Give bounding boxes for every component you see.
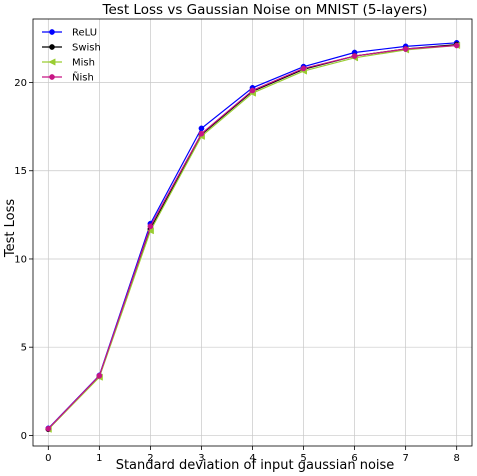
series-group bbox=[44, 39, 461, 433]
legend-label: Mish bbox=[72, 58, 95, 69]
x-tick-label: 4 bbox=[249, 453, 255, 464]
legend-marker bbox=[48, 58, 56, 66]
data-point-relu bbox=[198, 125, 205, 132]
data-point-nish bbox=[96, 372, 103, 379]
data-point-nish bbox=[300, 65, 307, 72]
data-point-nish bbox=[453, 42, 460, 49]
y-axis: 0 5 10 15 20 bbox=[14, 78, 33, 442]
chart-title: Test Loss vs Gaussian Noise on MNIST (5-… bbox=[102, 2, 428, 18]
legend-label: ReLU bbox=[72, 28, 97, 39]
data-point-nish bbox=[147, 223, 154, 230]
data-point-nish bbox=[198, 130, 205, 137]
data-point-nish bbox=[351, 53, 358, 59]
legend-item-relu: ReLU bbox=[42, 28, 97, 39]
y-tick-label: 0 bbox=[21, 431, 27, 442]
legend-marker bbox=[49, 74, 55, 80]
data-point-nish bbox=[45, 425, 52, 432]
legend-label: Ñish bbox=[72, 71, 94, 84]
legend-item-nish: Ñish bbox=[42, 71, 94, 84]
legend: ReLU Swish Mish Ñish bbox=[42, 28, 101, 84]
x-tick-label: 5 bbox=[300, 453, 306, 464]
x-tick-label: 0 bbox=[45, 453, 51, 464]
legend-item-mish: Mish bbox=[42, 58, 95, 69]
data-point-nish bbox=[249, 87, 256, 94]
x-tick-label: 6 bbox=[351, 453, 357, 464]
legend-marker bbox=[49, 29, 55, 35]
x-tick-label: 8 bbox=[453, 453, 459, 464]
y-tick-label: 5 bbox=[21, 343, 27, 354]
series-nish bbox=[45, 42, 460, 432]
y-tick-label: 10 bbox=[14, 254, 27, 265]
x-tick-label: 3 bbox=[198, 453, 204, 464]
legend-label: Swish bbox=[72, 43, 101, 54]
grid bbox=[33, 19, 472, 446]
y-tick-label: 20 bbox=[14, 78, 27, 89]
legend-marker bbox=[49, 44, 55, 50]
y-tick-label: 15 bbox=[14, 166, 27, 177]
x-tick-label: 2 bbox=[147, 453, 153, 464]
legend-item-swish: Swish bbox=[42, 43, 101, 54]
x-axis: 0 1 2 3 4 5 6 7 8 bbox=[45, 446, 460, 464]
data-point-nish bbox=[402, 46, 409, 52]
y-axis-label: Test Loss bbox=[3, 199, 18, 258]
x-tick-label: 1 bbox=[96, 453, 102, 464]
x-axis-label: Standard deviation of input gaussian noi… bbox=[116, 458, 395, 473]
x-tick-label: 7 bbox=[402, 453, 408, 464]
